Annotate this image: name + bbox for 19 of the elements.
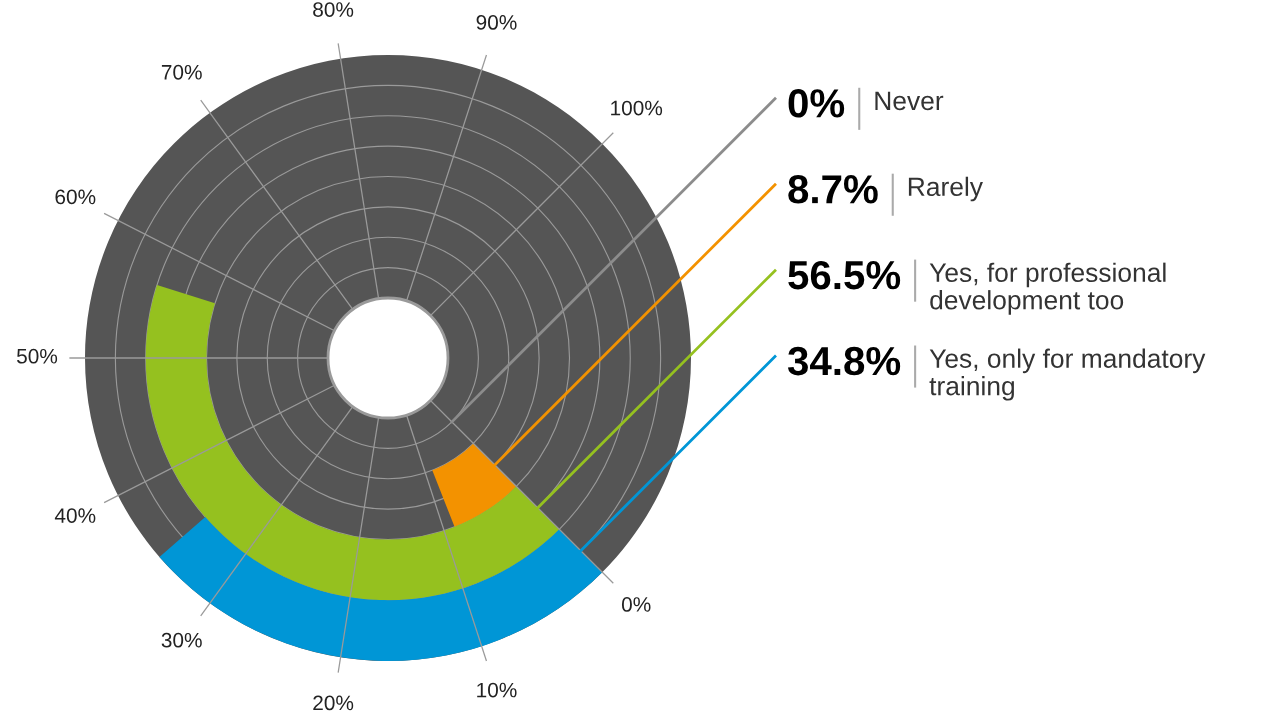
data-label: 34.8% [787,346,901,376]
text: 0% [621,597,651,612]
text: 90% [476,15,517,30]
text: 20% [313,695,354,711]
category-label: Yes, only for mandatory training [929,348,1206,401]
text: 40% [54,508,96,523]
text: 60% [55,189,96,205]
text: 30% [161,632,202,648]
text: 10% [477,682,517,698]
category-label: Rarely [908,176,983,202]
text: 80% [313,2,354,17]
text: 70% [161,64,202,80]
text: 100% [611,100,663,116]
text: 50% [16,348,58,364]
category-label: Yes, for professional development too [929,262,1166,315]
data-label: 0% [788,89,845,118]
data-label: 8.7% [788,175,878,204]
data-label: 56.5% [788,260,901,290]
category-label: Never [875,91,944,111]
